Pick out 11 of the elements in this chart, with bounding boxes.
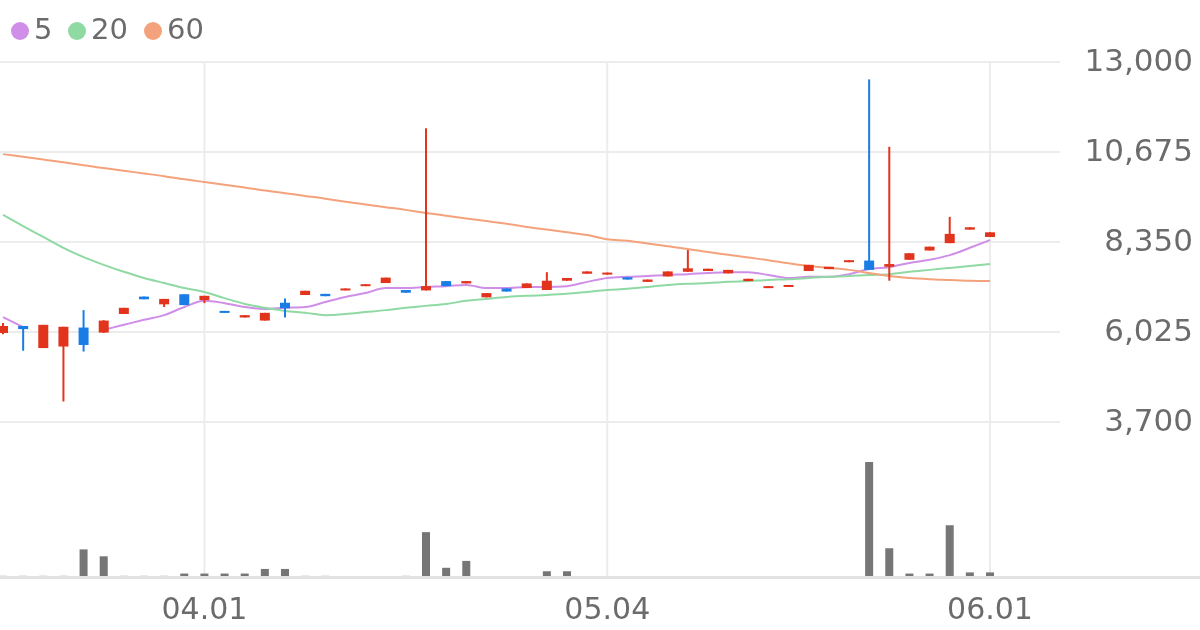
- y-tick-label: 3,700: [1104, 401, 1193, 438]
- legend-label: 5: [34, 12, 53, 46]
- y-tick-label: 13,000: [1084, 41, 1193, 78]
- legend-label: 20: [91, 12, 128, 46]
- y-tick-label: 6,025: [1104, 311, 1193, 348]
- x-tick-label: 05.04: [564, 590, 651, 626]
- legend-label: 60: [167, 12, 204, 46]
- x-tick-label: 04.01: [161, 590, 248, 626]
- y-tick-label: 8,350: [1104, 221, 1193, 258]
- y-tick-label: 10,675: [1084, 131, 1193, 168]
- x-tick-label: 06.01: [947, 590, 1033, 626]
